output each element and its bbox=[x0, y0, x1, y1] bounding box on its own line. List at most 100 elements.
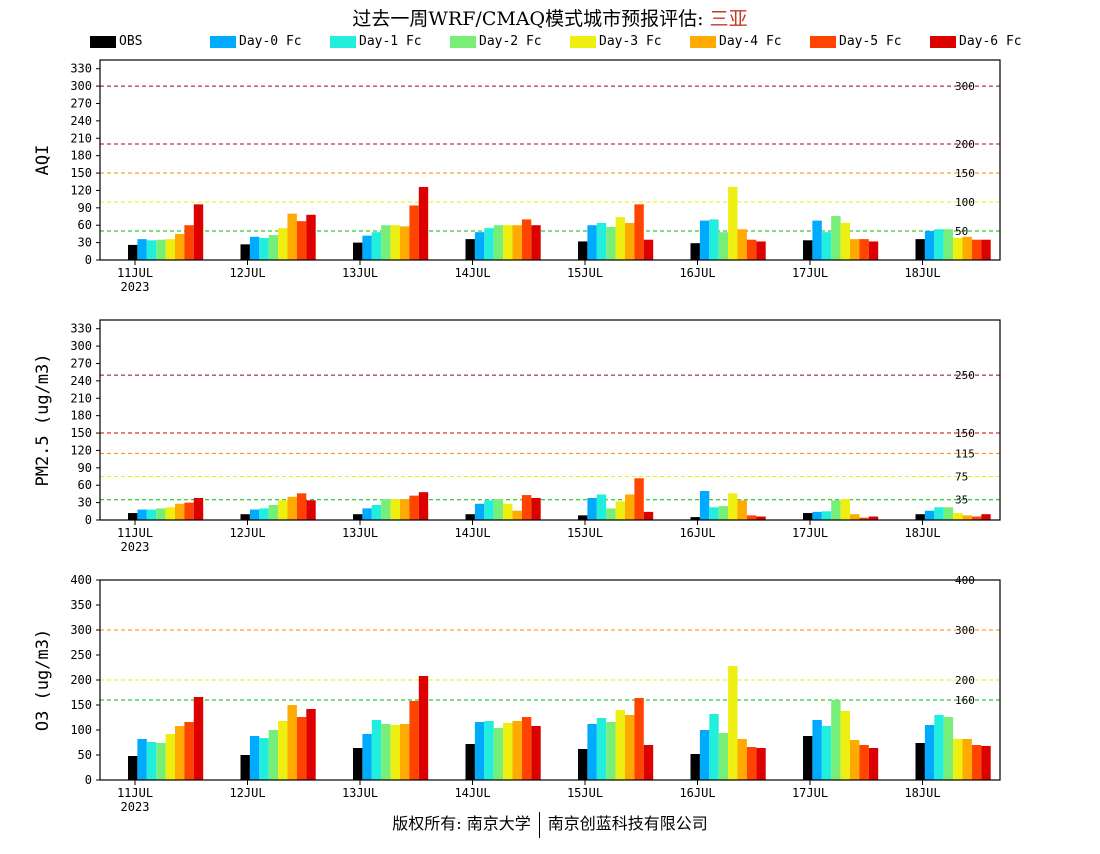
bar bbox=[756, 748, 766, 780]
bar bbox=[390, 499, 400, 520]
y-tick-label: 300 bbox=[70, 623, 92, 637]
y-tick-label: 0 bbox=[85, 513, 92, 527]
bar bbox=[634, 478, 644, 520]
footer-copyright: 版权所有: 南京大学 南京创蓝科技有限公司 bbox=[0, 810, 1100, 838]
legend-swatch bbox=[90, 35, 116, 48]
reference-line-label: 50 bbox=[955, 225, 968, 238]
bar bbox=[465, 744, 475, 780]
y-tick-label: 120 bbox=[70, 183, 92, 197]
bar bbox=[840, 222, 850, 260]
bar bbox=[390, 725, 400, 780]
bar bbox=[493, 728, 504, 780]
bar bbox=[128, 244, 138, 260]
bar bbox=[521, 717, 532, 780]
bar bbox=[409, 495, 419, 520]
legend-item: Day-0 Fc bbox=[210, 34, 302, 54]
bar bbox=[400, 499, 410, 520]
bar bbox=[503, 225, 513, 260]
bar bbox=[625, 494, 635, 520]
bar bbox=[690, 754, 700, 780]
legend-label: Day-4 Fc bbox=[719, 34, 782, 49]
bar bbox=[474, 232, 485, 260]
bar bbox=[521, 219, 532, 260]
bar bbox=[381, 724, 391, 780]
bar bbox=[690, 243, 700, 260]
bar bbox=[728, 493, 738, 520]
y-tick-label: 120 bbox=[70, 443, 92, 457]
bar bbox=[634, 204, 644, 260]
bar bbox=[756, 241, 766, 260]
bar bbox=[831, 215, 841, 260]
legend-item: Day-5 Fc bbox=[810, 34, 902, 54]
bar bbox=[531, 497, 541, 520]
bar bbox=[306, 500, 316, 520]
bar bbox=[578, 749, 588, 780]
legend-item: Day-4 Fc bbox=[690, 34, 782, 54]
bar bbox=[943, 717, 954, 780]
bar bbox=[821, 511, 832, 520]
bar bbox=[868, 748, 879, 780]
legend-item: Day-1 Fc bbox=[330, 34, 422, 54]
y-tick-label: 240 bbox=[70, 374, 92, 388]
bar bbox=[371, 720, 382, 780]
bar bbox=[634, 698, 644, 780]
x-tick-label: 18JUL bbox=[904, 786, 940, 800]
bar bbox=[156, 743, 166, 780]
bar bbox=[643, 745, 654, 780]
reference-line-label: 300 bbox=[955, 624, 975, 637]
reference-line-label: 150 bbox=[955, 427, 975, 440]
x-tick-label: 13JUL bbox=[342, 786, 378, 800]
plot-frame bbox=[99, 319, 1001, 521]
y-tick-label: 270 bbox=[70, 96, 92, 110]
x-tick-label: 17JUL bbox=[792, 526, 828, 540]
bar bbox=[493, 499, 504, 520]
bar bbox=[981, 514, 991, 520]
bar bbox=[803, 736, 813, 780]
bar bbox=[371, 504, 382, 520]
bar bbox=[512, 510, 522, 520]
y-tick-label: 90 bbox=[78, 461, 92, 475]
y-tick-label: 30 bbox=[78, 496, 92, 510]
bar bbox=[971, 239, 982, 260]
bar bbox=[278, 721, 288, 780]
bar bbox=[718, 232, 729, 260]
y-tick-label: 200 bbox=[70, 673, 92, 687]
y-tick-label: 180 bbox=[70, 149, 92, 163]
bar bbox=[606, 508, 616, 520]
reference-line-label: 35 bbox=[955, 494, 968, 507]
bar bbox=[156, 508, 166, 520]
bar bbox=[737, 229, 747, 260]
bar bbox=[128, 513, 138, 520]
bar bbox=[353, 242, 363, 260]
bar bbox=[915, 743, 925, 780]
bar bbox=[268, 730, 279, 780]
bar bbox=[287, 213, 297, 260]
bar bbox=[353, 514, 363, 520]
bar bbox=[175, 726, 185, 780]
bar bbox=[390, 225, 400, 260]
y-tick-label: 300 bbox=[70, 339, 92, 353]
bar bbox=[578, 515, 588, 520]
bar bbox=[606, 226, 616, 260]
y-tick-label: 0 bbox=[85, 773, 92, 787]
bar bbox=[484, 228, 494, 260]
title-city: 三亚 bbox=[709, 8, 748, 30]
bar bbox=[240, 514, 250, 520]
y-tick-label: 250 bbox=[70, 648, 92, 662]
bar bbox=[184, 225, 194, 260]
bar bbox=[146, 742, 157, 780]
y-axis-label: AQI bbox=[33, 145, 53, 176]
bar bbox=[278, 228, 288, 260]
bar bbox=[953, 237, 963, 260]
legend-swatch bbox=[450, 35, 476, 48]
bar bbox=[981, 746, 991, 780]
x-year-label: 2023 bbox=[121, 800, 150, 814]
bar bbox=[418, 676, 429, 780]
chart-title: 过去一周WRF/CMAQ模式城市预报评估: 三亚 bbox=[0, 4, 1100, 31]
legend-item: OBS bbox=[90, 34, 142, 54]
bar bbox=[287, 496, 297, 520]
bar bbox=[690, 517, 700, 520]
x-tick-label: 12JUL bbox=[229, 526, 265, 540]
bar bbox=[596, 718, 607, 780]
bar bbox=[531, 726, 541, 780]
